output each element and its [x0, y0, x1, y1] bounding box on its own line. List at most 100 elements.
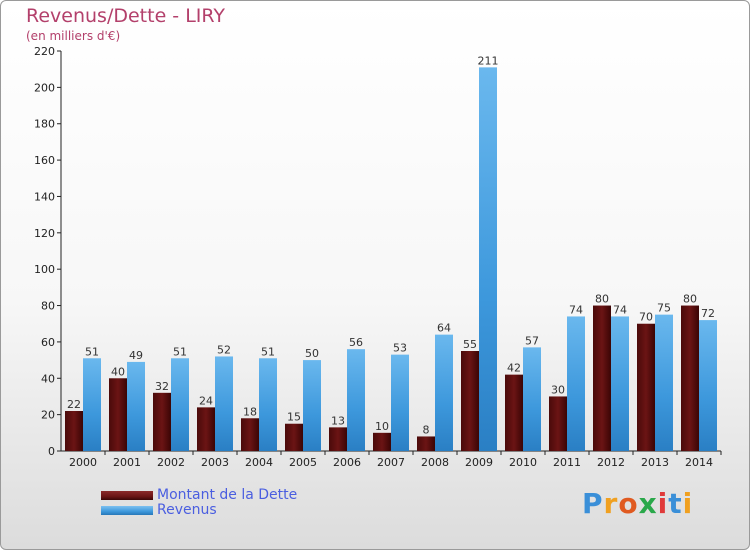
y-tick-label: 140 — [34, 190, 55, 203]
x-tick-label: 2014 — [685, 456, 713, 469]
x-tick-label: 2001 — [113, 456, 141, 469]
y-tick-label: 80 — [41, 300, 55, 313]
legend-swatch-revenus — [101, 505, 153, 515]
bar-dette — [153, 392, 171, 451]
data-label-dette: 30 — [551, 383, 565, 396]
data-label-dette: 10 — [375, 420, 389, 433]
proxiti-logo: Proxiti — [582, 487, 693, 520]
bar-revenus — [127, 361, 145, 451]
bar-revenus — [391, 354, 409, 451]
x-tick-label: 2010 — [509, 456, 537, 469]
data-label-revenus: 51 — [85, 345, 99, 358]
bar-dette — [417, 436, 435, 451]
legend-swatch-dette — [101, 490, 153, 500]
bar-revenus — [347, 349, 365, 451]
chart-subtitle: (en milliers d'€) — [26, 29, 121, 43]
x-tick-label: 2008 — [421, 456, 449, 469]
bar-revenus — [435, 334, 453, 451]
data-label-revenus: 211 — [478, 54, 499, 67]
data-label-revenus: 75 — [657, 302, 671, 315]
data-label-revenus: 50 — [305, 347, 319, 360]
bar-revenus — [655, 314, 673, 451]
y-tick-label: 180 — [34, 118, 55, 131]
bar-revenus — [479, 67, 497, 451]
data-label-dette: 22 — [67, 398, 81, 411]
data-label-dette: 13 — [331, 414, 345, 427]
bar-dette — [65, 411, 83, 451]
bar-dette — [373, 432, 391, 451]
data-label-dette: 70 — [639, 311, 653, 324]
bar-dette — [109, 378, 127, 451]
bar-revenus — [523, 347, 541, 451]
data-label-revenus: 64 — [437, 322, 451, 335]
data-label-dette: 40 — [111, 365, 125, 378]
data-label-revenus: 53 — [393, 342, 407, 355]
data-label-dette: 18 — [243, 405, 257, 418]
bar-dette — [593, 305, 611, 451]
logo-letter: i — [682, 487, 694, 520]
bar-dette — [549, 396, 567, 451]
bar-revenus — [215, 356, 233, 451]
logo-letter: o — [618, 487, 639, 520]
data-label-dette: 24 — [199, 394, 213, 407]
y-tick-label: 100 — [34, 263, 55, 276]
data-label-dette: 80 — [595, 293, 609, 306]
bar-revenus — [567, 316, 585, 451]
data-label-dette: 55 — [463, 338, 477, 351]
data-label-revenus: 72 — [701, 307, 715, 320]
y-tick-label: 120 — [34, 227, 55, 240]
bar-revenus — [259, 358, 277, 451]
bar-revenus — [303, 360, 321, 451]
bar-dette — [637, 323, 655, 451]
y-tick-label: 0 — [48, 445, 55, 458]
bar-chart: 0 20 40 60 80 100 120 140 160 180 200 220 2000 22 51 20… — [34, 45, 722, 469]
x-tick-label: 2003 — [201, 456, 229, 469]
x-tick-label: 2009 — [465, 456, 493, 469]
data-label-revenus: 51 — [261, 345, 275, 358]
bar-dette — [329, 427, 347, 451]
data-label-dette: 80 — [683, 293, 697, 306]
data-label-dette: 15 — [287, 411, 301, 424]
data-label-revenus: 74 — [613, 303, 627, 316]
bar-dette — [505, 374, 523, 451]
data-label-dette: 8 — [423, 423, 430, 436]
y-tick-label: 60 — [41, 336, 55, 349]
bar-revenus — [171, 358, 189, 451]
x-tick-label: 2006 — [333, 456, 361, 469]
bar-revenus — [611, 316, 629, 451]
bar-dette — [197, 407, 215, 451]
x-tick-label: 2004 — [245, 456, 273, 469]
chart-title: Revenus/Dette - LIRY — [26, 5, 225, 27]
data-label-revenus: 56 — [349, 336, 363, 349]
bar-revenus — [83, 358, 101, 451]
x-tick-label: 2007 — [377, 456, 405, 469]
x-tick-label: 2005 — [289, 456, 317, 469]
y-tick-label: 20 — [41, 409, 55, 422]
logo-letter: P — [582, 487, 604, 520]
legend-item-dette: Montant de la Dette — [101, 487, 297, 503]
x-tick-label: 2011 — [553, 456, 581, 469]
data-label-revenus: 57 — [525, 334, 539, 347]
data-label-revenus: 52 — [217, 343, 231, 356]
logo-letter: t — [668, 487, 683, 520]
bar-dette — [461, 351, 479, 451]
y-tick-label: 220 — [34, 45, 55, 58]
data-label-revenus: 74 — [569, 303, 583, 316]
bar-dette — [681, 305, 699, 451]
logo-letter: x — [638, 487, 658, 520]
bar-dette — [285, 423, 303, 451]
x-tick-label: 2013 — [641, 456, 669, 469]
y-tick-label: 40 — [41, 372, 55, 385]
legend-label-revenus: Revenus — [157, 502, 217, 518]
legend-label-dette: Montant de la Dette — [157, 487, 298, 503]
data-label-revenus: 49 — [129, 349, 143, 362]
bar-revenus — [699, 320, 717, 451]
bar-dette — [241, 418, 259, 451]
data-label-dette: 42 — [507, 362, 521, 375]
data-label-revenus: 51 — [173, 345, 187, 358]
data-label-dette: 32 — [155, 380, 169, 393]
y-tick-label: 200 — [34, 81, 55, 94]
logo-letter: i — [657, 487, 669, 520]
y-tick-label: 160 — [34, 154, 55, 167]
